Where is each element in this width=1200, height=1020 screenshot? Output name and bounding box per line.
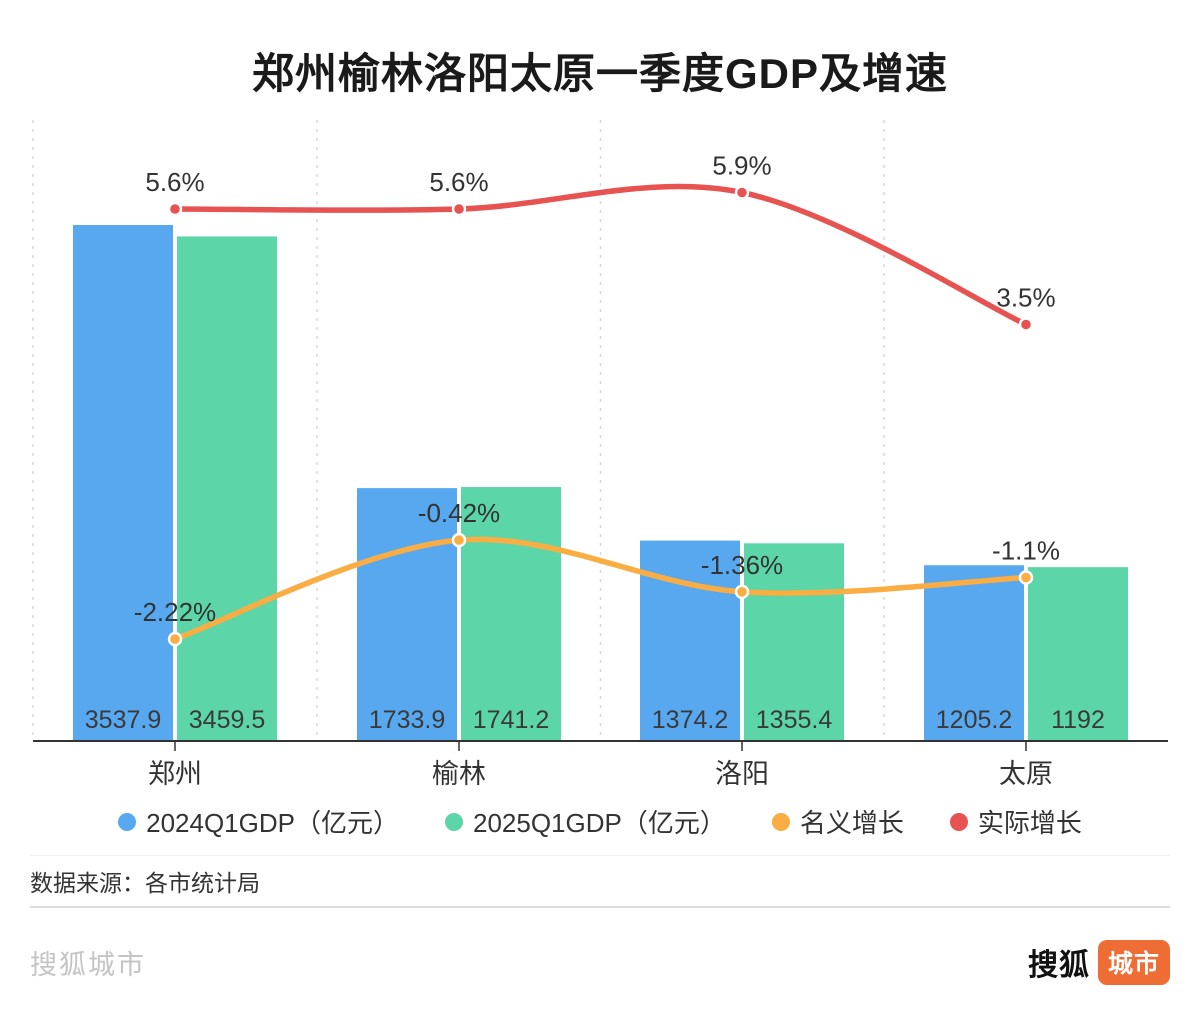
point-real <box>451 201 467 217</box>
point-nominal <box>1018 570 1034 585</box>
legend-marker-gdp2025 <box>444 812 463 831</box>
point-label-real: 3.5% <box>996 283 1055 313</box>
bar-value-label-gdp2025: 1192 <box>1051 706 1105 734</box>
legend-item-gdp2025[interactable]: 2025Q1GDP（亿元） <box>444 803 726 840</box>
bar-gdp2025 <box>744 543 844 741</box>
line-real <box>172 183 1029 328</box>
bar-gdp2024 <box>73 225 173 741</box>
legend: 2024Q1GDP（亿元） 2025Q1GDP（亿元） 名义增长 实际增长 <box>0 803 1200 840</box>
bar-gdp2025 <box>1028 567 1128 741</box>
bar-value-label-gdp2025: 1355.4 <box>756 706 833 734</box>
legend-label-nominal: 名义增长 <box>799 808 904 838</box>
bar-gdp2024 <box>924 565 1024 741</box>
line-nominal <box>172 536 1029 642</box>
bar-value-label-gdp2024: 1374.2 <box>652 706 728 734</box>
bar-gdp2025 <box>461 487 561 741</box>
bar-gdp2024 <box>357 488 457 741</box>
chart-title: 郑州榆林洛阳太原一季度GDP及增速 <box>251 50 948 97</box>
legend-label-gdp2025: 2025Q1GDP（亿元） <box>472 808 726 838</box>
point-label-real: 5.6% <box>145 167 204 197</box>
bar-gdp2025 <box>177 236 277 742</box>
gdp-combo-chart: 3537.9 1733.9 1374.2 1205.2 3459.5 1741.2 1355… <box>32 120 1168 789</box>
point-real <box>734 185 750 200</box>
bar-value-label-gdp2025: 1741.2 <box>473 706 549 734</box>
data-source-label: 数据来源：各市统计局 <box>30 870 260 896</box>
sohu-city-logo: 搜狐 城市 <box>1027 939 1170 985</box>
point-label-real: 5.9% <box>712 151 771 181</box>
point-label-nominal: -0.42% <box>418 498 500 528</box>
legend-item-nominal[interactable]: 名义增长 <box>771 803 904 840</box>
bar-value-label-gdp2024: 1733.9 <box>369 706 445 734</box>
point-label-nominal: -2.22% <box>134 597 216 627</box>
category-label: 榆林 <box>432 759 486 789</box>
legend-marker-nominal <box>771 812 790 831</box>
category-label: 郑州 <box>148 759 202 789</box>
point-nominal <box>167 631 183 647</box>
bar-value-label-gdp2025: 3459.5 <box>189 706 265 734</box>
bar-value-label-gdp2024: 1205.2 <box>936 706 1012 734</box>
watermark-text: 搜狐城市 <box>30 949 146 980</box>
source-row: 数据来源：各市统计局 <box>30 855 1170 908</box>
point-nominal <box>451 532 467 548</box>
category-label: 洛阳 <box>715 759 769 789</box>
brand-text: 搜狐 <box>1027 949 1090 982</box>
brand-badge: 城市 <box>1097 939 1170 985</box>
legend-marker-real <box>949 812 968 831</box>
point-label-real: 5.6% <box>429 167 488 197</box>
category-label: 太原 <box>999 759 1053 789</box>
legend-label-real: 实际增长 <box>977 808 1082 838</box>
legend-item-gdp2024[interactable]: 2024Q1GDP（亿元） <box>118 803 399 840</box>
legend-marker-gdp2024 <box>118 812 137 831</box>
point-real <box>1018 317 1034 332</box>
point-nominal <box>734 584 750 599</box>
point-label-nominal: -1.1% <box>992 536 1060 566</box>
point-real <box>167 201 183 217</box>
legend-item-real[interactable]: 实际增长 <box>949 803 1082 840</box>
point-label-nominal: -1.36% <box>701 550 783 580</box>
legend-label-gdp2024: 2024Q1GDP（亿元） <box>146 808 399 838</box>
bar-value-label-gdp2024: 3537.9 <box>85 706 161 734</box>
footer: 搜狐城市 搜狐 城市 <box>30 938 1170 986</box>
